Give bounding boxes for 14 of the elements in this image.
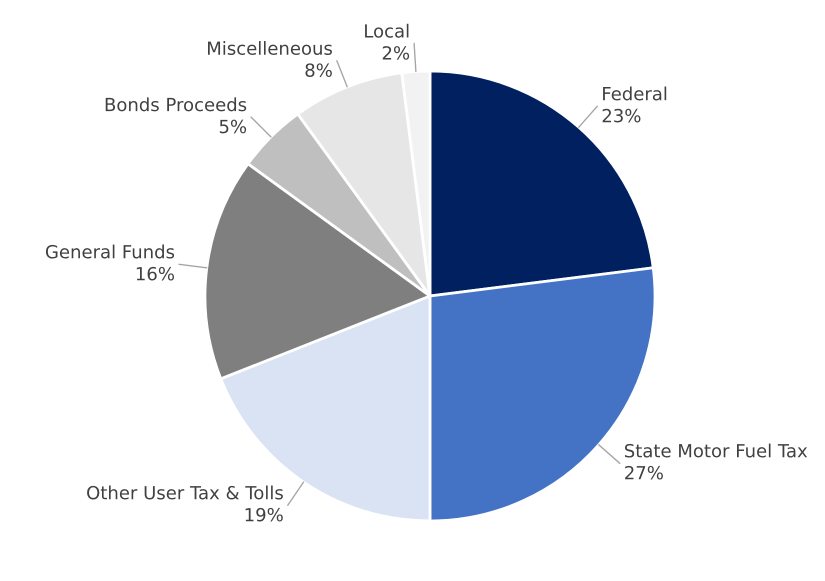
- slice-label: General Funds: [46, 244, 174, 259]
- slice-label: Other User Tax & Tolls: [87, 486, 283, 500]
- data-label: 23%: [602, 108, 640, 122]
- data-label: 27%: [625, 466, 663, 480]
- data-label: 16%: [136, 266, 174, 281]
- slice-label: Local: [365, 24, 408, 38]
- data-label: 8%: [305, 63, 332, 78]
- slice-label: Bonds Proceeds: [106, 97, 246, 112]
- data-label: 2%: [382, 46, 410, 60]
- data-label: 5%: [220, 120, 246, 134]
- slice-label: State Motor Fuel Tax: [624, 444, 808, 458]
- slice-label: Federal: [603, 86, 666, 100]
- data-label: 19%: [246, 508, 283, 522]
- slice-label: Miscelleneous: [208, 41, 332, 56]
